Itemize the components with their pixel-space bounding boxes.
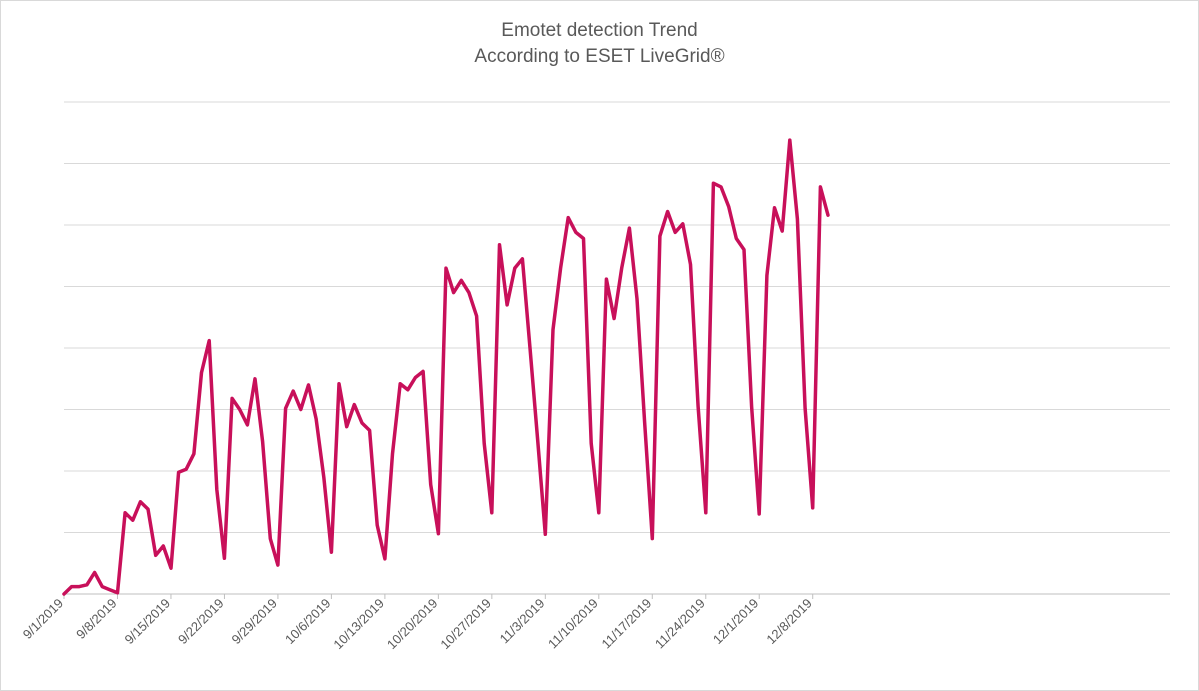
x-tick-label: 12/1/2019 (710, 596, 762, 648)
x-tick-label: 10/20/2019 (384, 596, 441, 653)
x-tick-label: 12/8/2019 (763, 596, 815, 648)
x-tick-label: 9/22/2019 (175, 596, 227, 648)
x-tick-label: 11/3/2019 (497, 596, 548, 647)
x-tick-label: 10/13/2019 (330, 596, 387, 653)
x-axis (63, 593, 1170, 599)
x-tick-label: 9/29/2019 (229, 596, 281, 648)
series-layer (62, 138, 830, 596)
x-tick-label: 10/6/2019 (282, 596, 334, 648)
chart-title: Emotet detection Trend According to ESET… (0, 18, 1199, 70)
x-tick-label: 9/15/2019 (122, 596, 174, 648)
chart-title-line-2: According to ESET LiveGrid® (474, 46, 725, 67)
x-tick-label: 11/10/2019 (545, 596, 601, 652)
x-tick-label: 9/8/2019 (73, 596, 119, 642)
x-tick-label: 11/24/2019 (652, 596, 708, 652)
x-tick-label: 9/1/2019 (20, 596, 66, 642)
series-line (62, 138, 830, 596)
x-tick-labels: 9/1/2019 9/8/2019 9/15/2019 9/22/2019 9/29/2… (20, 596, 815, 653)
chart-title-line-1: Emotet detection Trend (501, 20, 698, 41)
x-tick-label: 10/27/2019 (437, 596, 494, 653)
x-tick-label: 11/17/2019 (598, 596, 654, 652)
